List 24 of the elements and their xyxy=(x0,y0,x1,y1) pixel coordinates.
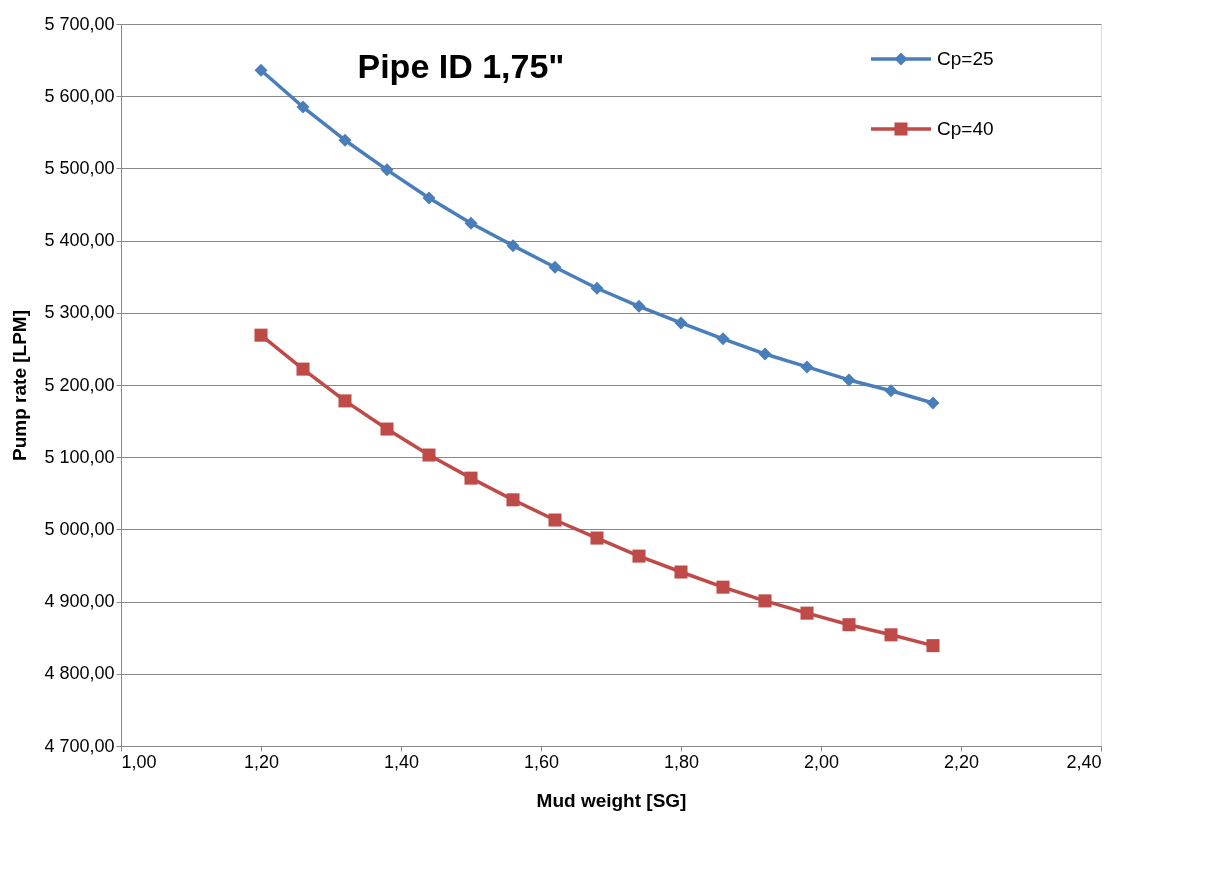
y-tick-label: 4 800,00 xyxy=(44,663,115,684)
y-tick-label: 5 600,00 xyxy=(44,85,115,106)
y-tick-label: 5 200,00 xyxy=(44,374,115,395)
y-tick-label: 5 700,00 xyxy=(44,13,115,34)
y-tick-label: 5 400,00 xyxy=(44,230,115,251)
y-axis-title: Pump rate [LPM] xyxy=(9,310,31,461)
y-tick-label: 4 700,00 xyxy=(44,735,115,756)
x-tick-label: 1,00 xyxy=(121,751,157,772)
x-tick-label: 1,20 xyxy=(243,751,280,772)
x-tick-label: 1,80 xyxy=(663,751,700,772)
x-tick-label: 1,60 xyxy=(523,751,560,772)
y-tick-label: 5 500,00 xyxy=(44,157,115,178)
x-tick-label: 1,40 xyxy=(383,751,420,772)
x-tick-label: 2,20 xyxy=(943,751,980,772)
y-tick-label: 5 000,00 xyxy=(44,518,115,539)
legend-label: Cp=25 xyxy=(937,48,994,69)
y-tick-label: 4 900,00 xyxy=(44,591,115,612)
x-axis-title: Mud weight [SG] xyxy=(536,789,687,811)
y-tick-label: 5 100,00 xyxy=(44,446,115,467)
y-tick-label: 5 300,00 xyxy=(44,302,115,323)
x-tick-label: 2,00 xyxy=(803,751,840,772)
x-tick-label: 2,40 xyxy=(1066,751,1102,772)
text: Pipe ID 1,75" xyxy=(357,47,565,85)
legend-label: Cp=40 xyxy=(937,118,994,139)
